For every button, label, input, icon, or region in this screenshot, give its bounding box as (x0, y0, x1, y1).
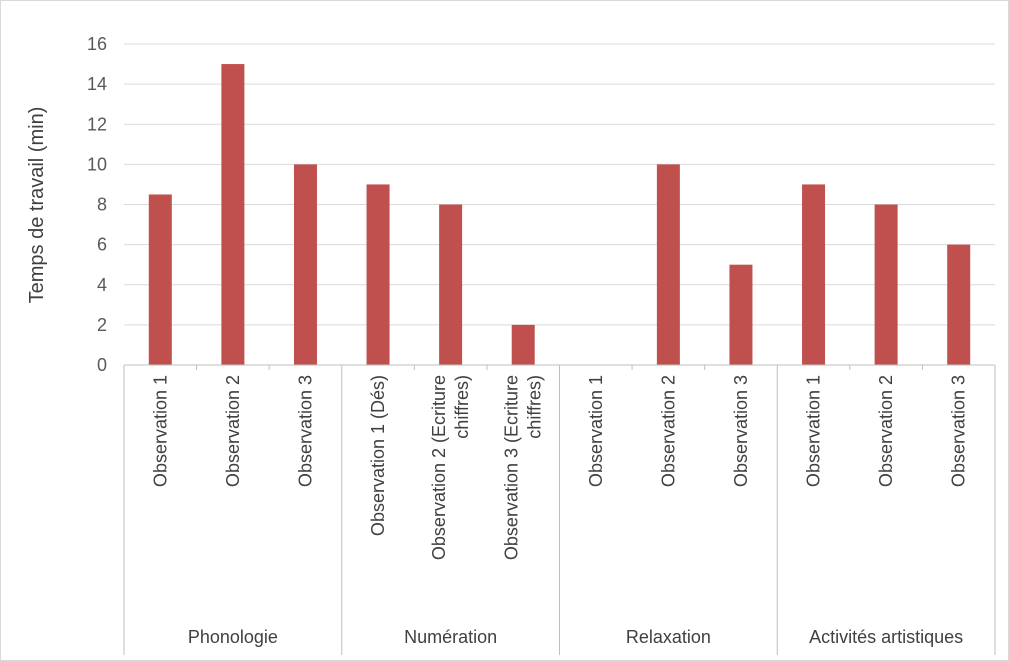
category-label-line: Observation 1 (150, 375, 170, 487)
y-tick-label: 8 (97, 195, 107, 215)
category-label: Observation 3 (731, 375, 751, 487)
bar (366, 184, 390, 365)
y-tick-label: 14 (87, 74, 107, 94)
category-label: Observation 1 (586, 375, 606, 487)
category-label: Observation 2 (658, 375, 678, 487)
group-label: Phonologie (188, 627, 278, 647)
bar (802, 184, 826, 365)
bar (511, 324, 535, 365)
x-axis (123, 364, 996, 655)
category-label-line: Observation 3 (295, 375, 315, 487)
category-label-line: Observation 2 (223, 375, 243, 487)
category-label-line: Observation 3 (Ecriture (502, 375, 522, 560)
category-label-line: Observation 3 (731, 375, 751, 487)
gridlines (124, 43, 995, 326)
category-label-line: Observation 2 (Ecriture (429, 375, 449, 560)
bar (221, 64, 245, 365)
bar (729, 264, 753, 365)
category-label-line: Observation 1 (Dés) (368, 375, 388, 536)
y-tick-label: 0 (97, 355, 107, 375)
category-label: Observation 1 (150, 375, 170, 487)
bar (656, 164, 680, 365)
category-label: Observation 1 (Dés) (368, 375, 388, 536)
y-tick-label: 4 (97, 275, 107, 295)
category-label-line: Observation 2 (658, 375, 678, 487)
bar (947, 244, 971, 365)
category-label: Observation 3 (295, 375, 315, 487)
y-tick-label: 2 (97, 315, 107, 335)
category-label: Observation 3 (Ecriture chiffres) (502, 375, 545, 560)
y-tick-label: 6 (97, 235, 107, 255)
category-label: Observation 3 (949, 375, 969, 487)
category-label-line: Observation 3 (949, 375, 969, 487)
bar (148, 194, 172, 365)
group-label: Numération (404, 627, 497, 647)
category-labels: Observation 1 Observation 2 Observation 3 O… (150, 375, 968, 560)
category-label-line: chiffres) (525, 375, 545, 439)
group-label: Relaxation (626, 627, 711, 647)
y-axis-title: Temps de travail (min) (26, 107, 48, 304)
y-tick-label: 12 (87, 114, 107, 134)
bar (439, 204, 463, 365)
bars (148, 64, 971, 365)
category-label-line: Observation 2 (876, 375, 896, 487)
group-labels: Phonologie Numération Relaxation Activités … (188, 627, 963, 647)
bar (874, 204, 898, 365)
y-tick-label: 16 (87, 34, 107, 54)
category-label-line: Observation 1 (804, 375, 824, 487)
y-tick-label: 10 (87, 154, 107, 174)
category-label-line: Observation 1 (586, 375, 606, 487)
category-label-line: chiffres) (452, 375, 472, 439)
category-label: Observation 1 (804, 375, 824, 487)
category-label: Observation 2 (876, 375, 896, 487)
group-label: Activités artistiques (809, 627, 963, 647)
category-label: Observation 2 (Ecriture chiffres) (429, 375, 472, 560)
y-axis-ticks: 0 2 4 6 8 10 12 14 16 (87, 34, 107, 375)
category-label: Observation 2 (223, 375, 243, 487)
bar (293, 164, 317, 365)
